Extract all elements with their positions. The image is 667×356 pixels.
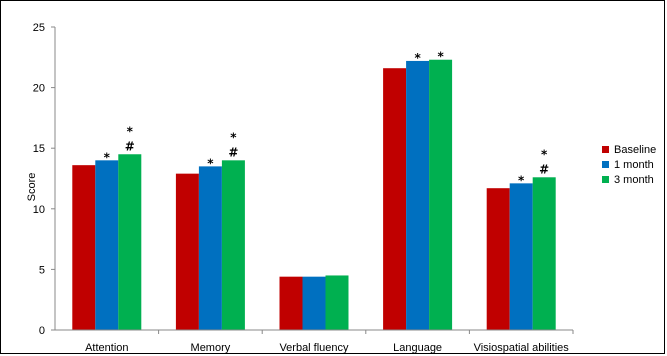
asterisk-marker: * [541, 147, 548, 161]
bar [486, 188, 510, 330]
x-tick-label: Visiospatial abilities [474, 342, 570, 354]
asterisk-marker: * [437, 50, 444, 64]
bar [532, 177, 556, 330]
asterisk-marker: * [230, 130, 237, 144]
bar [302, 276, 326, 330]
hash-marker: # [539, 162, 549, 176]
y-tick-label: 10 [33, 204, 45, 216]
hash-marker: # [125, 139, 135, 153]
asterisk-marker: * [104, 150, 111, 164]
legend-swatch [602, 161, 609, 168]
bar [406, 60, 430, 330]
y-tick-label: 5 [39, 264, 45, 276]
hash-marker: # [228, 145, 238, 159]
bar [198, 166, 222, 330]
legend-label: 3 month [614, 174, 654, 186]
bar [221, 160, 245, 330]
asterisk-marker: * [127, 124, 134, 138]
x-tick-label: Memory [191, 342, 231, 354]
asterisk-marker: * [518, 173, 525, 187]
bar [509, 183, 533, 330]
x-axis: Attention Memory Verbal fluency Language Vis… [55, 329, 574, 354]
legend: Baseline 1 month 3 month [602, 144, 656, 186]
x-tick-label: Language [393, 342, 442, 354]
x-tick-label: Verbal fluency [279, 342, 349, 354]
y-tick-label: 0 [39, 325, 45, 337]
bar [383, 68, 407, 330]
legend-label: Baseline [614, 144, 656, 156]
legend-swatch [602, 146, 609, 153]
x-tick-label: Attention [85, 342, 128, 354]
bar [95, 160, 119, 330]
bar [279, 276, 303, 330]
asterisk-marker: * [207, 156, 214, 170]
legend-label: 1 month [614, 159, 654, 171]
y-axis: 0 5 10 15 20 25 [33, 22, 56, 337]
y-axis-label: Score [26, 173, 38, 202]
significance-markers: *#**#** **#* [104, 50, 550, 188]
legend-swatch [602, 176, 609, 183]
asterisk-marker: * [414, 51, 421, 65]
bar [325, 275, 349, 330]
bar [175, 173, 199, 330]
bar [72, 165, 96, 330]
bars [72, 59, 556, 330]
y-tick-label: 25 [33, 22, 45, 34]
bar [118, 154, 142, 330]
y-tick-label: 20 [33, 83, 45, 95]
bar [429, 59, 453, 330]
y-tick-label: 15 [33, 143, 45, 155]
